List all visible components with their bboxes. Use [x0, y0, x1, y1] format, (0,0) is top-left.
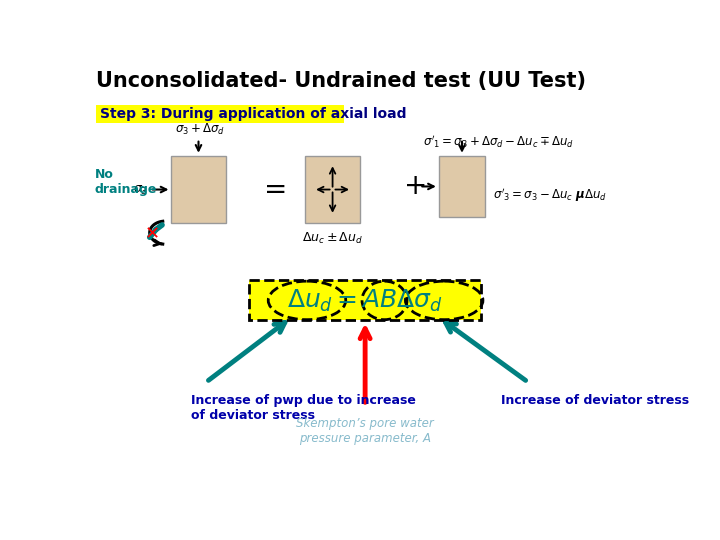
Text: No
drainage: No drainage	[94, 168, 157, 196]
Bar	[249, 280, 482, 320]
Text: =: =	[264, 176, 288, 204]
Text: $\sigma_3 + \Delta\sigma_d$: $\sigma_3 + \Delta\sigma_d$	[175, 122, 225, 137]
Text: Unconsolidated- Undrained test (UU Test): Unconsolidated- Undrained test (UU Test)	[96, 71, 586, 91]
Bar	[96, 105, 344, 123]
Bar	[171, 156, 225, 224]
Bar	[438, 156, 485, 217]
Text: $\sigma_3$: $\sigma_3$	[133, 184, 148, 197]
Text: $\sigma'_3 = \sigma_3 - \Delta u_c\ \boldsymbol{\mu}\Delta u_d$: $\sigma'_3 = \sigma_3 - \Delta u_c\ \bol…	[493, 187, 607, 205]
Text: +: +	[404, 172, 427, 200]
Text: Increase of pwp due to increase
of deviator stress: Increase of pwp due to increase of devia…	[191, 394, 415, 422]
Text: Increase of deviator stress: Increase of deviator stress	[500, 394, 689, 407]
Text: Skempton’s pore water
pressure parameter, A: Skempton’s pore water pressure parameter…	[296, 417, 434, 445]
Text: $\Delta u_c \pm \Delta u_d$: $\Delta u_c \pm \Delta u_d$	[302, 231, 363, 246]
Bar	[249, 280, 482, 320]
Text: ✕: ✕	[145, 225, 161, 243]
Bar	[305, 156, 360, 224]
Text: Step 3: During application of axial load: Step 3: During application of axial load	[100, 107, 407, 121]
Text: $\Delta u_d = AB\Delta\sigma_d$: $\Delta u_d = AB\Delta\sigma_d$	[287, 287, 443, 314]
Text: $\sigma'_1 = \sigma_3 +\Delta\sigma_d - \Delta u_c \mp\Delta u_d$: $\sigma'_1 = \sigma_3 +\Delta\sigma_d - …	[423, 133, 575, 150]
